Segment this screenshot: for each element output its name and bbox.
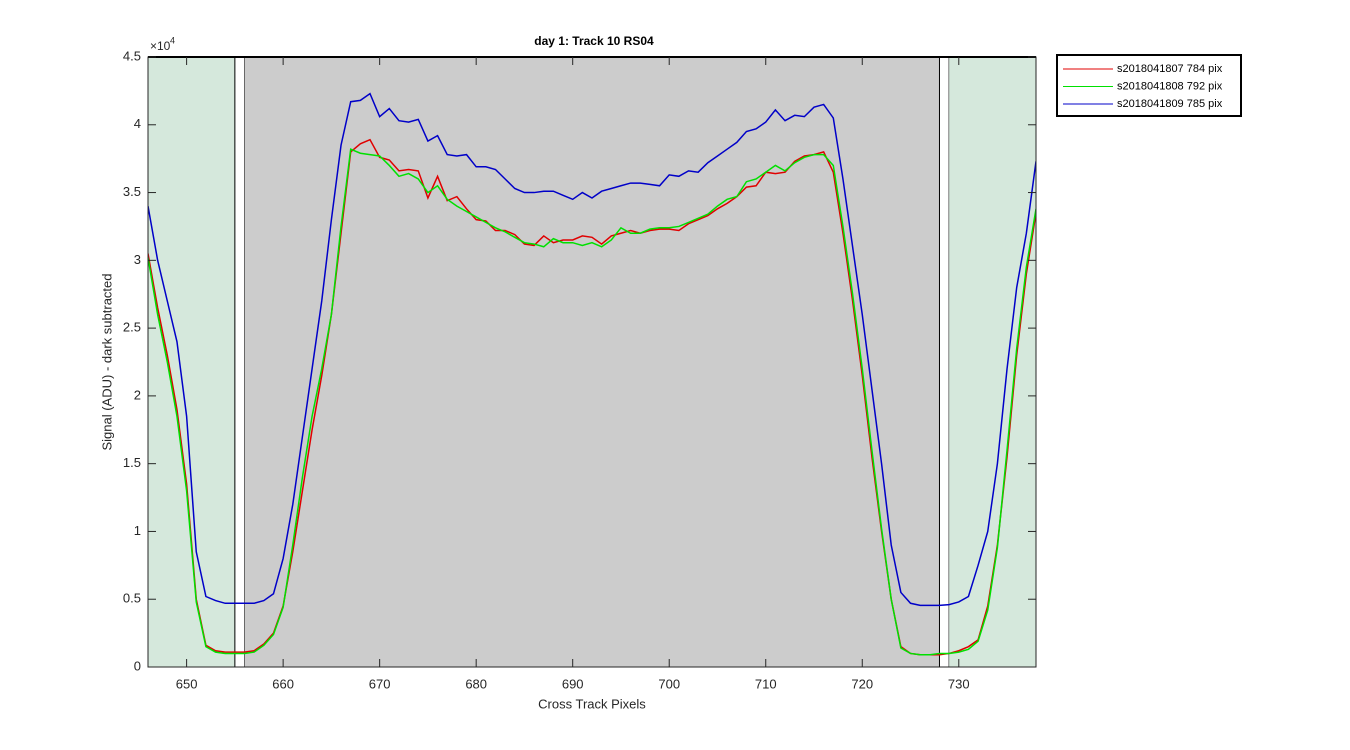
y-tick-label: 0.5 — [123, 591, 141, 606]
region — [949, 57, 1036, 667]
y-tick-label: 4 — [134, 116, 141, 131]
x-tick-label: 650 — [176, 676, 198, 691]
region — [234, 56, 246, 668]
legend-label: s2018041808 792 pix — [1117, 80, 1223, 92]
chart-title: day 1: Track 10 RS04 — [534, 34, 654, 48]
legend-box — [1056, 54, 1242, 117]
x-axis-label: Cross Track Pixels — [538, 696, 646, 711]
y-tick-label: 1.5 — [123, 455, 141, 470]
x-tick-label: 680 — [465, 676, 487, 691]
y-tick-label: 2.5 — [123, 320, 141, 335]
region — [244, 57, 940, 667]
y-tick-label: 1 — [134, 523, 141, 538]
legend-label: s2018041807 784 pix — [1117, 63, 1223, 75]
x-tick-label: 660 — [272, 676, 294, 691]
regions — [148, 56, 1036, 668]
axes: 650 660 670 680 690 700 710 720 730 0 0.5 1 1.5 2 2.5 3… — [123, 48, 1037, 691]
y-multiplier: ×10 — [150, 39, 171, 53]
x-tick-label: 700 — [658, 676, 680, 691]
y-tick-label: 3.5 — [123, 184, 141, 199]
y-tick-label: 0 — [134, 658, 141, 673]
y-tick-label: 2 — [134, 387, 141, 402]
x-tick-label: 670 — [369, 676, 391, 691]
x-tick-label: 730 — [948, 676, 970, 691]
series-line — [148, 92, 1036, 607]
y-tick-label: 4.5 — [123, 48, 141, 63]
series-line — [148, 148, 1036, 656]
x-tick-label: 690 — [562, 676, 584, 691]
legend-label: s2018041809 785 pix — [1117, 98, 1223, 110]
y-axis-label: Signal (ADU) - dark subtracted — [99, 273, 114, 450]
x-tick-label: 720 — [851, 676, 873, 691]
legend: s2018041807 784 pix s2018041808 792 pix s2… — [1063, 63, 1223, 110]
region — [148, 57, 235, 667]
y-tick-label: 3 — [134, 252, 141, 267]
lines — [148, 92, 1036, 656]
region — [938, 56, 950, 668]
x-tick-label: 710 — [755, 676, 777, 691]
y-exponent: 4 — [170, 35, 175, 45]
